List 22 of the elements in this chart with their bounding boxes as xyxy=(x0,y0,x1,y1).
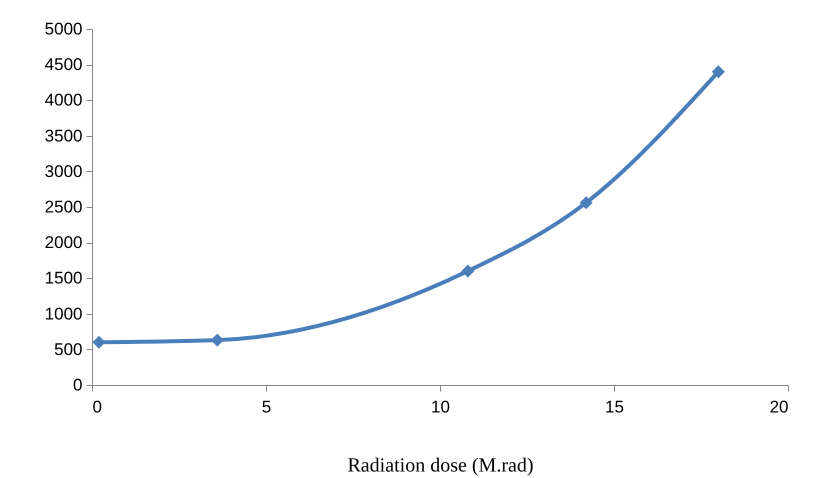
y-tick-label: 500 xyxy=(54,340,82,359)
y-tick-label: 5000 xyxy=(44,20,82,38)
x-axis-title: Radiation dose (M.rad) xyxy=(347,454,534,476)
y-tick-label: 3500 xyxy=(44,126,82,146)
point xyxy=(580,196,593,210)
x-tick-label: 5 xyxy=(262,398,272,416)
y-tick-label: 4500 xyxy=(44,55,82,74)
x-tick-label: 20 xyxy=(770,398,788,416)
y-tick-label: 0 xyxy=(73,376,82,394)
y-tick-label: 1000 xyxy=(44,304,82,324)
y-tick-label: 1500 xyxy=(44,268,82,288)
point xyxy=(210,334,224,347)
x-tick-label: 15 xyxy=(605,398,624,416)
x-tick-label: 0 xyxy=(92,398,102,416)
y-tick-label: 4000 xyxy=(44,90,82,110)
y-tick-label: 3000 xyxy=(44,162,82,181)
x-tick-label: 10 xyxy=(431,398,450,416)
point xyxy=(712,65,725,78)
point xyxy=(461,264,474,278)
y-tick-label: 2000 xyxy=(44,233,82,252)
y-tick-label: 2500 xyxy=(44,198,82,216)
point xyxy=(92,336,106,349)
